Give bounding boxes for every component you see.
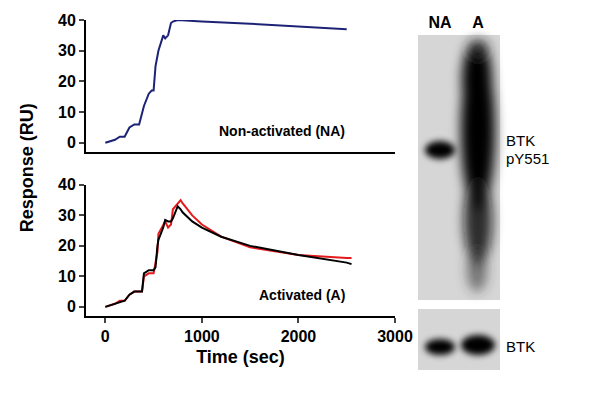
svg-text:Non-activated (NA): Non-activated (NA)	[219, 123, 345, 139]
svg-text:Time (sec): Time (sec)	[196, 347, 285, 367]
svg-text:NA: NA	[428, 14, 452, 31]
svg-text:BTKpY551: BTKpY551	[506, 132, 549, 167]
svg-text:0: 0	[101, 328, 110, 345]
svg-text:0: 0	[67, 298, 76, 315]
svg-text:3000: 3000	[377, 328, 413, 345]
svg-text:20: 20	[58, 73, 76, 90]
svg-text:40: 40	[58, 12, 76, 29]
svg-text:30: 30	[58, 207, 76, 224]
svg-text:10: 10	[58, 268, 76, 285]
svg-text:BTK: BTK	[506, 338, 535, 355]
svg-text:30: 30	[58, 42, 76, 59]
svg-text:Response (RU): Response (RU)	[17, 103, 37, 232]
svg-text:0: 0	[67, 134, 76, 151]
svg-text:40: 40	[58, 176, 76, 193]
svg-text:10: 10	[58, 104, 76, 121]
svg-text:A: A	[472, 14, 484, 31]
svg-text:20: 20	[58, 237, 76, 254]
svg-text:Activated (A): Activated (A)	[259, 287, 345, 303]
svg-text:2000: 2000	[281, 328, 317, 345]
svg-text:1000: 1000	[184, 328, 220, 345]
